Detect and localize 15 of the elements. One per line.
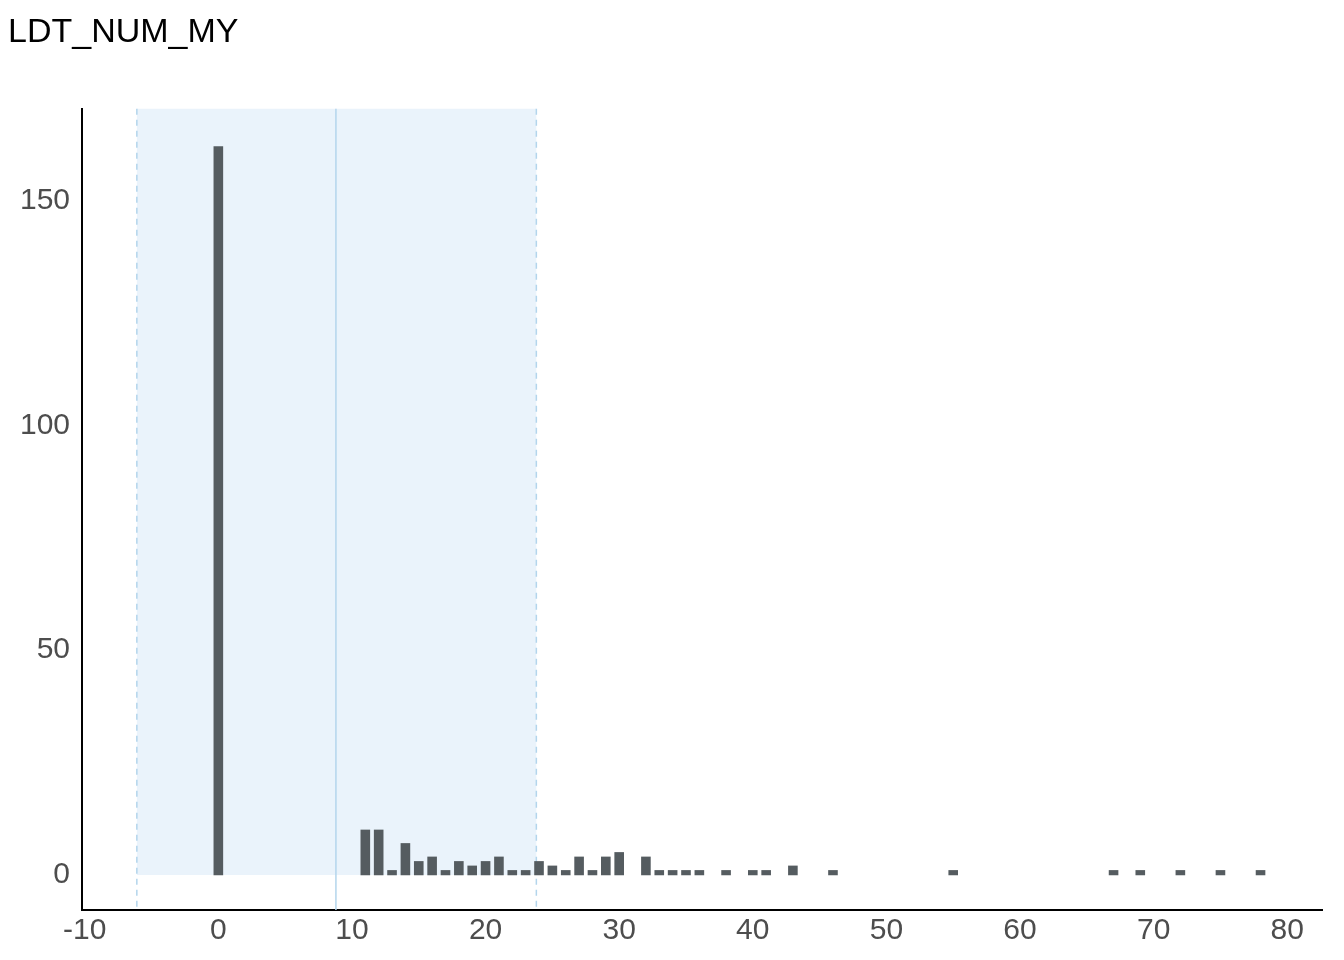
chart-title: LDT_NUM_MY <box>8 10 239 49</box>
x-tick-label: 0 <box>210 912 227 946</box>
x-tick-label: 30 <box>602 912 636 946</box>
x-tick-label: 20 <box>468 912 503 946</box>
x-tick-label: 60 <box>1003 912 1037 946</box>
x-tick-label: 50 <box>869 912 904 946</box>
y-tick-label: 50 <box>36 631 71 665</box>
x-tick-label: 10 <box>335 912 369 946</box>
x-tick-label: -10 <box>63 912 107 946</box>
y-tick-label: 0 <box>53 856 71 890</box>
y-tick-label: 150 <box>19 181 71 215</box>
x-tick-label: 70 <box>1136 912 1171 946</box>
x-tick-label: 40 <box>736 912 770 946</box>
y-tick-label: 100 <box>19 406 71 440</box>
x-tick-label: 80 <box>1270 912 1304 946</box>
